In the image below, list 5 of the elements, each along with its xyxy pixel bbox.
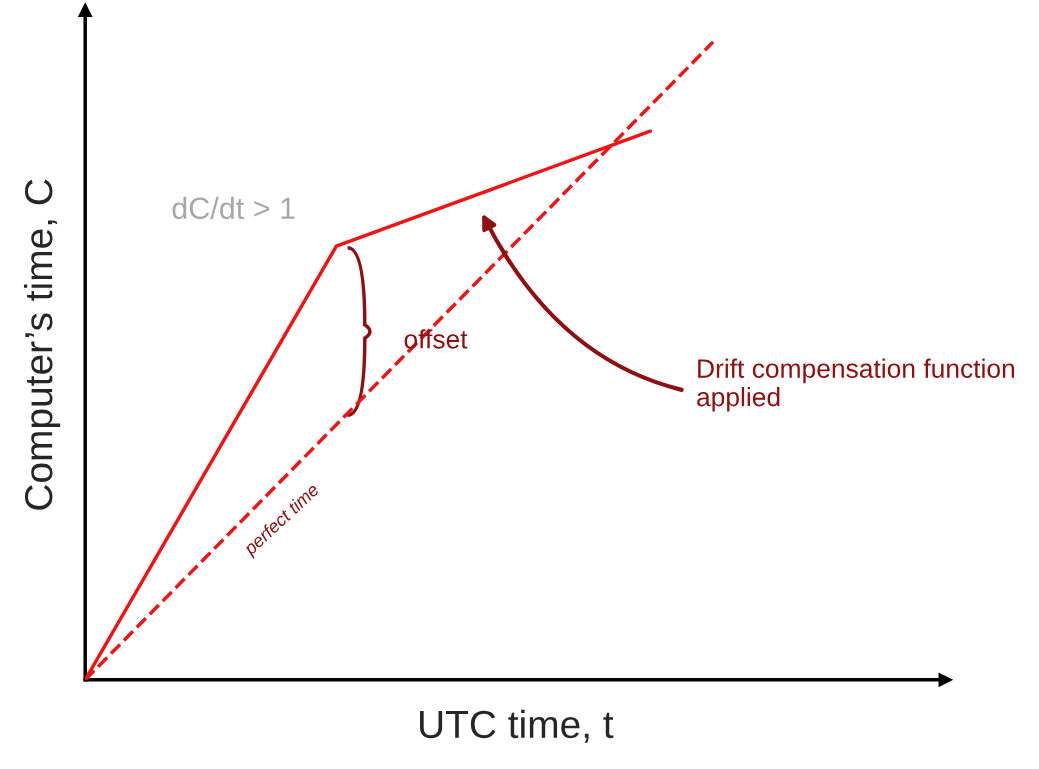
annotation: dC/dt > 1 (172, 196, 295, 220)
x-axis-title: UTC time, t (420, 709, 614, 743)
y-axis-title: Computer’s time, C (23, 179, 61, 510)
annotation: offset (404, 329, 468, 349)
annotation: Drift compensation function applied (697, 358, 1015, 412)
